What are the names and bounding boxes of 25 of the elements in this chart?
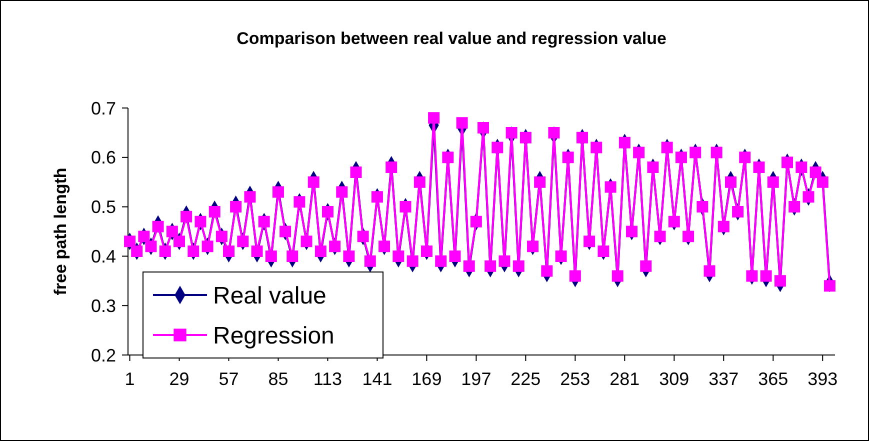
x-tick-label: 393 [808, 369, 838, 389]
y-tick-label: 0.6 [90, 148, 116, 168]
x-tick-label: 29 [169, 369, 190, 389]
x-tick-label: 141 [362, 369, 392, 389]
y-tick-label: 0.4 [90, 246, 116, 266]
y-axis-title: free path length [51, 168, 70, 296]
y-tick-label: 0.2 [90, 345, 116, 366]
legend-label: Real value [213, 282, 326, 310]
x-tick-label: 337 [708, 369, 739, 389]
x-tick-label: 225 [510, 369, 541, 389]
x-tick-label: 309 [659, 369, 690, 389]
y-tick-label: 0.7 [90, 98, 116, 118]
chart-title: Comparison between real value and regression value [236, 29, 666, 48]
x-tick-label: 169 [412, 369, 442, 389]
y-tick-label: 0.5 [90, 197, 116, 218]
x-tick-label: 113 [313, 369, 342, 389]
x-tick-label: 197 [461, 369, 492, 389]
y-tick-label: 0.3 [90, 296, 116, 316]
x-tick-label: 253 [560, 369, 590, 389]
x-tick-label: 1 [124, 369, 135, 389]
x-tick-label: 57 [218, 369, 239, 389]
x-tick-label: 365 [758, 369, 788, 389]
x-tick-label: 281 [610, 369, 640, 389]
x-tick-label: 85 [268, 369, 288, 389]
legend-label: Regression [213, 322, 334, 350]
